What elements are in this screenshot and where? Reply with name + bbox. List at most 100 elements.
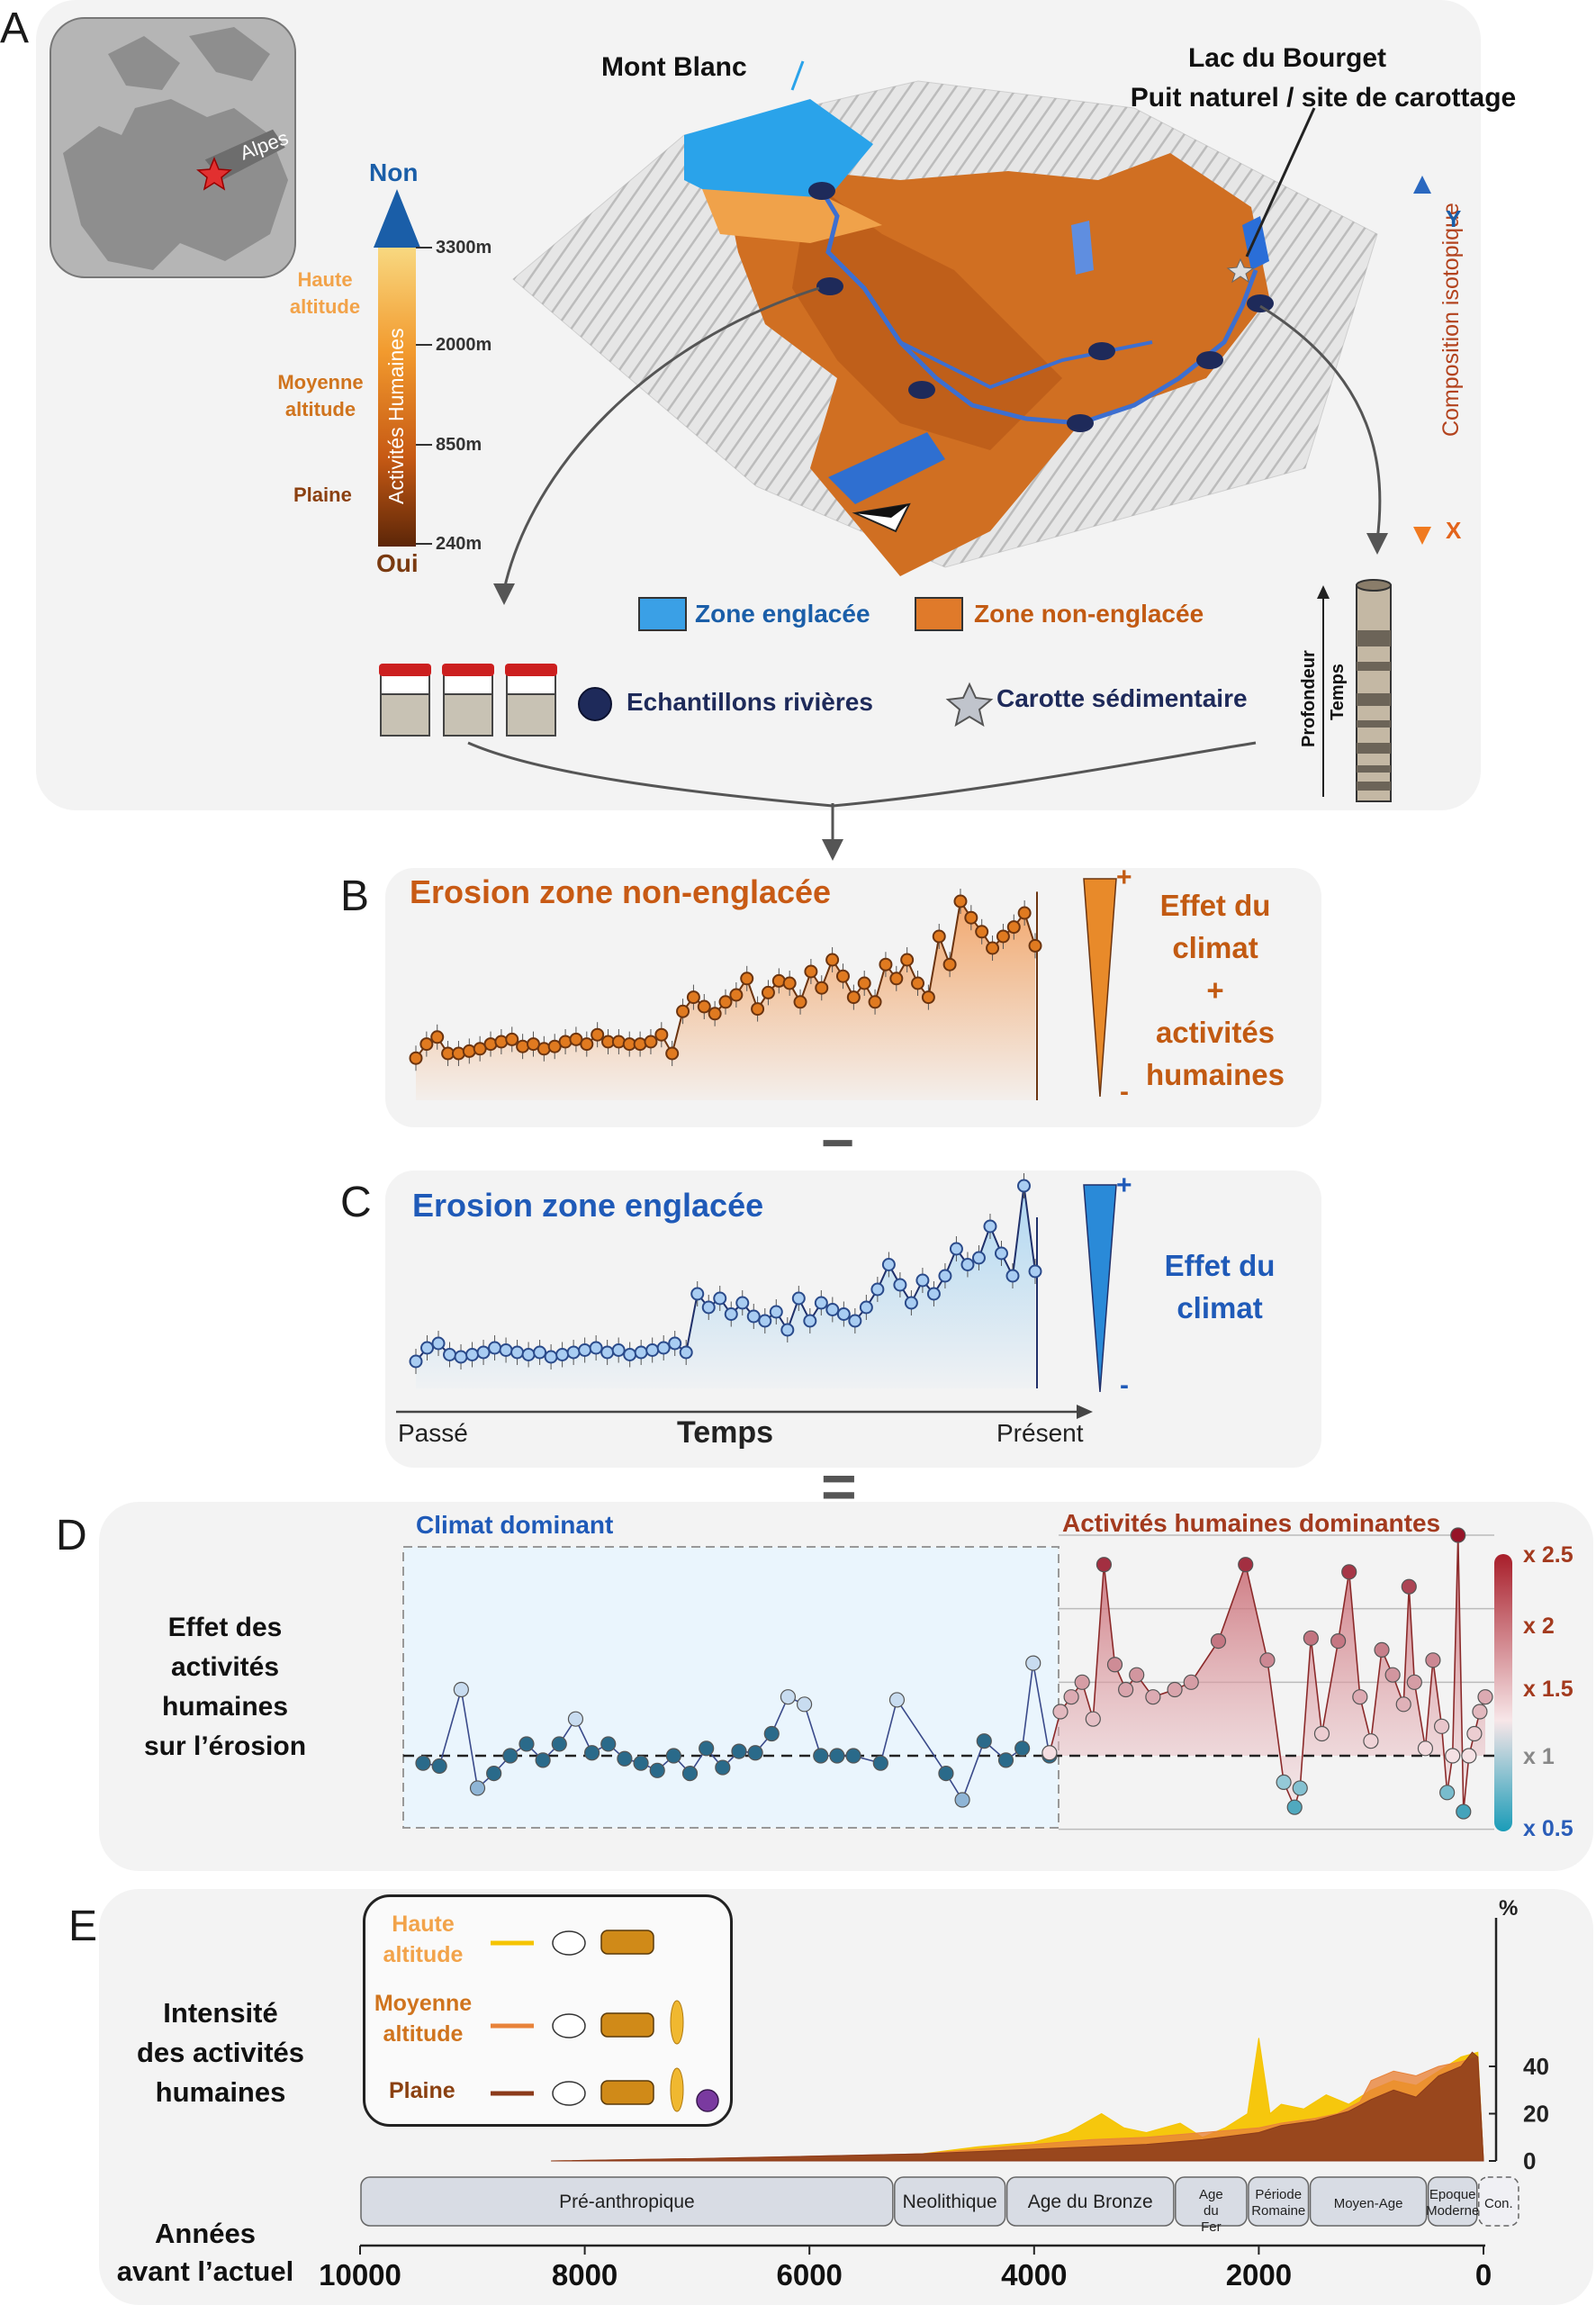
data-point: [1210, 1632, 1227, 1650]
data-point: [846, 990, 861, 1005]
legend-moyenne-label: Moyenne altitude: [374, 1991, 473, 2047]
data-point: [731, 1743, 747, 1759]
erosion-area: [416, 901, 1035, 1100]
period-box: [1309, 2176, 1428, 2227]
period-label: Période: [1255, 2187, 1302, 2202]
terrain-map: [512, 80, 1378, 576]
data-point: [1286, 1799, 1303, 1815]
period-label: Epoque: [1429, 2187, 1476, 2202]
period-box: [360, 2176, 894, 2227]
e-xtick-label: 8000: [552, 2258, 618, 2291]
cow-icon: [600, 1930, 654, 1955]
data-point: [713, 1291, 727, 1306]
panel-b-plus: +: [1116, 863, 1132, 892]
legend-nonglacier-swatch: [915, 597, 963, 631]
data-point: [415, 1755, 431, 1771]
legend-nonglacier-label: Zone non-englacée: [974, 600, 1204, 628]
activity-area-2: [551, 2051, 1484, 2162]
data-point: [1052, 1704, 1069, 1720]
data-point: [872, 1755, 888, 1771]
data-point: [708, 1007, 722, 1021]
data-point: [668, 1336, 682, 1351]
e-ytick-label: 40: [1523, 2053, 1549, 2080]
data-point: [654, 1027, 669, 1042]
data-point: [868, 995, 882, 1009]
altitude-3300: 3300m: [436, 238, 492, 258]
d-ylabel-2: activités: [170, 1652, 280, 1682]
panel-b-effect: Effet du climat + activités humaines: [1134, 884, 1296, 1096]
data-point: [791, 1291, 806, 1306]
data-point: [960, 1258, 975, 1271]
lac-pointer: [1245, 107, 1316, 258]
data-point: [782, 976, 797, 990]
data-point: [420, 1341, 435, 1355]
period-label: Neolithique: [903, 2192, 997, 2212]
data-point: [976, 1733, 992, 1749]
arrow-to-core-icon: [1366, 533, 1388, 555]
data-point: [964, 910, 978, 925]
data-point: [870, 1282, 885, 1297]
data-point: [751, 1002, 765, 1017]
data-point: [825, 1303, 840, 1316]
panel-c-effect: Effet du climat: [1143, 1244, 1296, 1329]
legend-plaine-label: Plaine: [389, 2078, 455, 2103]
arrow-to-panels-icon: [822, 839, 843, 861]
data-point: [1017, 906, 1032, 920]
data-point: [796, 1696, 813, 1713]
data-point: [915, 1273, 930, 1288]
data-point: [1025, 1655, 1041, 1671]
data-point: [567, 1711, 584, 1727]
data-point: [1352, 1689, 1368, 1705]
data-point: [715, 1759, 731, 1776]
data-point: [1238, 1557, 1254, 1573]
arrow-to-rivers-icon: [493, 583, 515, 605]
zone-haute: Haute altitude: [289, 268, 361, 318]
scale-tick-label: x 0.5: [1523, 1816, 1573, 1841]
data-point: [1406, 1674, 1422, 1690]
effect-line-4: activités: [1155, 1016, 1276, 1049]
period-box: [1005, 2176, 1175, 2227]
legend-glacier-swatch: [638, 597, 687, 631]
data-point: [996, 929, 1010, 944]
data-point: [889, 972, 904, 986]
period-box: [1427, 2176, 1478, 2227]
data-point: [740, 972, 754, 986]
data-point: [1106, 1657, 1123, 1673]
data-point: [589, 1341, 603, 1355]
period-label: Romaine: [1251, 2203, 1305, 2219]
data-point: [486, 1765, 502, 1782]
river-sample-icon: [578, 687, 612, 721]
data-point: [580, 1037, 594, 1052]
data-point: [1006, 920, 1021, 935]
data-point: [1005, 1269, 1020, 1283]
effect-c-line-2: climat: [1177, 1291, 1263, 1324]
panel-e-legend: [363, 1894, 733, 2127]
d-ylabel-1: Effet des: [167, 1613, 283, 1642]
wheat-icon: [670, 2067, 684, 2112]
data-point: [893, 1278, 907, 1292]
data-point: [1450, 1527, 1466, 1543]
e-xtick-label: 10000: [319, 2258, 401, 2291]
alps-star-icon: [196, 157, 232, 191]
data-point: [938, 1765, 954, 1782]
data-point: [533, 1345, 547, 1360]
effect-line-2: climat: [1172, 931, 1258, 964]
cow-icon: [600, 2080, 654, 2105]
e-xlabel-2: avant l’actuel: [116, 2255, 294, 2287]
data-point: [518, 1736, 535, 1752]
data-point: [975, 925, 989, 939]
data-point: [1330, 1632, 1347, 1650]
altitude-240: 240m: [436, 534, 482, 554]
data-point: [859, 1300, 873, 1315]
period-label: Fer: [1201, 2219, 1222, 2235]
data-point: [724, 1307, 738, 1321]
data-point: [1014, 1740, 1031, 1757]
grape-icon: [696, 2089, 719, 2112]
scale-tick-label: x 2.5: [1523, 1542, 1573, 1568]
data-point: [735, 1296, 750, 1310]
data-point: [1028, 1264, 1042, 1279]
e-yunit: %: [1499, 1896, 1519, 1921]
data-point: [994, 1246, 1008, 1261]
panel-c-minus: -: [1120, 1370, 1129, 1400]
